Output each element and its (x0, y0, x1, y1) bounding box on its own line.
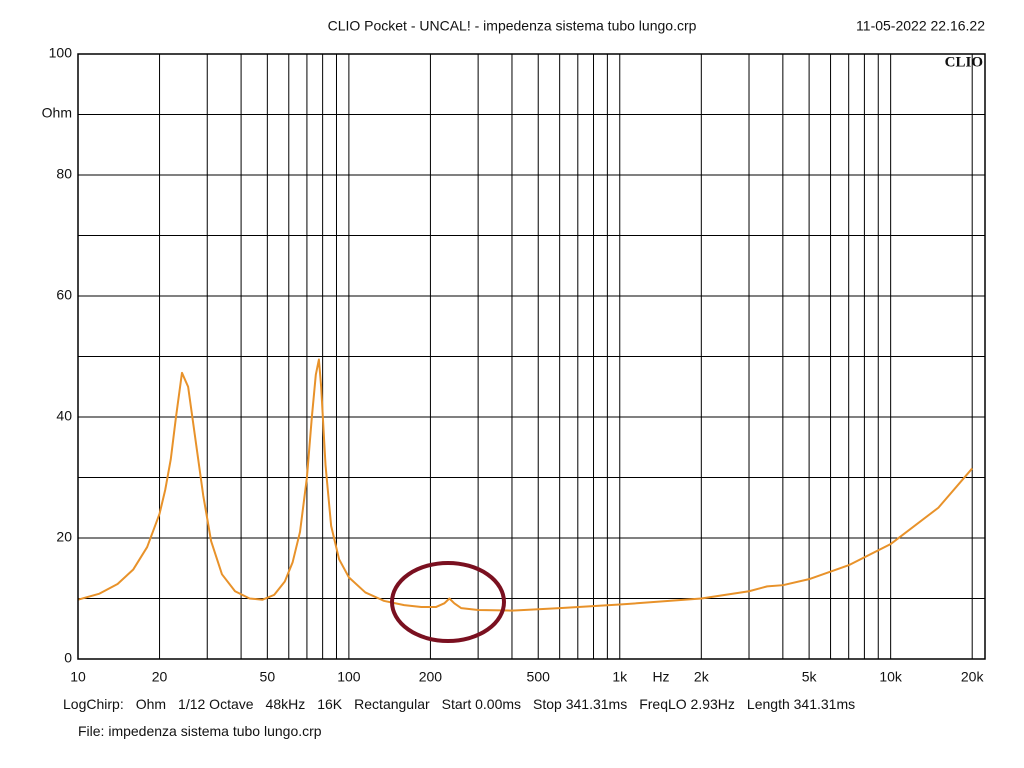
footer-item: FreqLO 2.93Hz (639, 696, 735, 712)
footer-item: 1/12 Octave (178, 696, 254, 712)
footer-item: 16K (317, 696, 343, 712)
date: 11-05-2022 22.16.22 (856, 18, 985, 34)
x-axis-label: Hz (652, 669, 669, 685)
highlight-ellipse (390, 561, 506, 643)
x-tick-label: 20 (152, 669, 168, 685)
impedance-line (77, 358, 973, 612)
y-axis-label: Ohm (42, 105, 72, 121)
x-tick-label: 2k (694, 669, 710, 685)
x-tick-label: 100 (337, 669, 361, 685)
y-tick-label: 20 (56, 529, 72, 545)
x-tick-label: 10 (70, 669, 86, 685)
y-tick-label: 40 (56, 408, 72, 424)
y-tick-label: 100 (49, 45, 73, 61)
chart-title: CLIO Pocket - UNCAL! - impedenza sistema… (328, 18, 697, 34)
y-tick-label: 0 (64, 650, 72, 666)
footer-item: LogChirp: (63, 696, 124, 712)
x-tick-label: 50 (260, 669, 276, 685)
y-tick-label: 60 (56, 287, 72, 303)
x-tick-label: 20k (961, 669, 985, 685)
x-tick-label: 500 (527, 669, 551, 685)
x-tick-label: 5k (802, 669, 818, 685)
x-tick-label: 10k (879, 669, 903, 685)
footer-item: Start 0.00ms (441, 696, 522, 712)
footer-item: Stop 341.31ms (533, 696, 628, 712)
footer: LogChirp: Ohm 1/12 Octave 48kHz 16K Rectangul… (63, 696, 855, 712)
y-tick-label: 80 (56, 166, 72, 182)
plot-border (77, 53, 986, 660)
x-tick-label: 200 (419, 669, 443, 685)
footer-item: Ohm (135, 696, 167, 712)
x-tick-label: 1k (612, 669, 628, 685)
footer-item: 48kHz (265, 696, 306, 712)
footer-item: Rectangular (354, 696, 430, 712)
footer-item: Length 341.31ms (746, 696, 856, 712)
logo: CLIO (945, 54, 983, 70)
file-label: File: impedenza sistema tubo lungo.crp (78, 723, 322, 739)
